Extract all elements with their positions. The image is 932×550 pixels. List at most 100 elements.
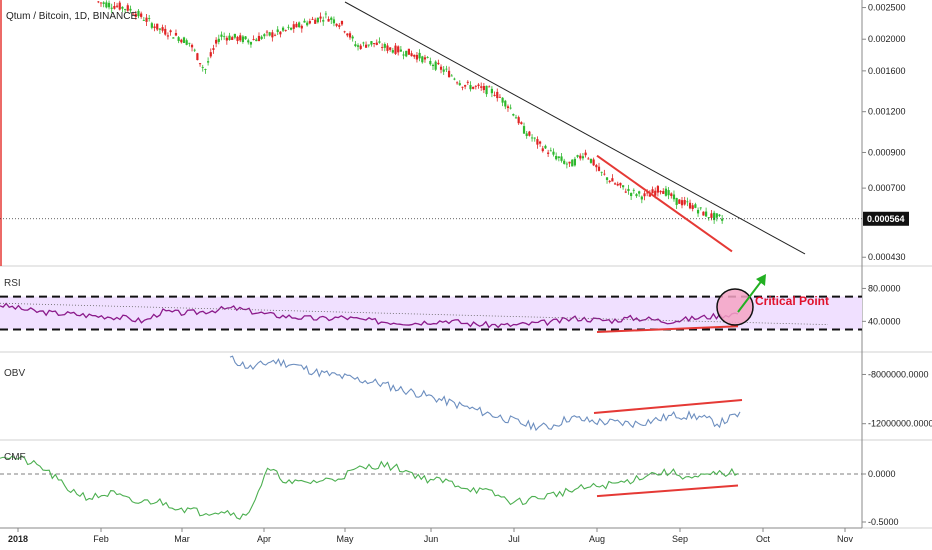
candle xyxy=(447,66,451,78)
candle xyxy=(239,32,242,43)
candle xyxy=(509,104,512,110)
candle xyxy=(121,6,124,13)
price-y-tick-label: 0.000700 xyxy=(868,183,906,193)
candle xyxy=(410,50,413,57)
candle xyxy=(557,156,560,162)
candle xyxy=(348,31,352,40)
candle xyxy=(97,0,100,4)
candle xyxy=(651,186,654,194)
candle xyxy=(209,48,212,59)
candle xyxy=(597,162,601,172)
price-divergence-line xyxy=(596,154,733,253)
candle xyxy=(584,149,587,158)
candle xyxy=(493,91,496,97)
candle xyxy=(335,23,338,28)
candle xyxy=(611,174,614,182)
candle xyxy=(324,11,328,19)
candle xyxy=(198,63,202,67)
candle xyxy=(488,85,491,88)
candle xyxy=(265,30,269,37)
candle xyxy=(581,153,585,161)
candle xyxy=(215,37,218,48)
candle xyxy=(555,152,558,161)
x-tick-label: Oct xyxy=(756,534,771,544)
candle xyxy=(231,35,234,41)
candle xyxy=(201,64,204,72)
candle xyxy=(501,97,504,107)
candle xyxy=(129,5,132,14)
candle xyxy=(273,33,277,37)
candle xyxy=(378,37,381,44)
candle xyxy=(595,163,598,172)
candle xyxy=(624,188,627,194)
candle xyxy=(688,199,692,210)
candle xyxy=(148,15,151,22)
candle xyxy=(169,29,172,36)
candle xyxy=(485,85,488,97)
candle xyxy=(362,41,365,47)
candle xyxy=(340,20,344,26)
candle xyxy=(603,169,606,176)
cmf-pane-label: CMF xyxy=(4,452,26,463)
candle xyxy=(469,81,472,92)
candle xyxy=(672,190,676,202)
candle xyxy=(281,26,285,33)
candle xyxy=(289,27,293,31)
candle xyxy=(372,42,376,48)
candle xyxy=(263,33,266,39)
candle xyxy=(552,148,555,157)
candle xyxy=(504,99,507,110)
chart-title: Qtum / Bitcoin, 1D, BINANCE xyxy=(6,11,137,22)
candle xyxy=(295,21,298,28)
price-y-tick-label: 0.000900 xyxy=(868,147,906,157)
candle xyxy=(190,43,194,52)
candle xyxy=(185,38,188,46)
candle xyxy=(536,136,539,149)
candle xyxy=(153,23,156,32)
candle xyxy=(308,18,311,25)
cmf-y-tick-label: 0.0000 xyxy=(868,469,896,479)
candle xyxy=(316,17,319,24)
candle xyxy=(268,31,271,37)
candles xyxy=(97,0,724,224)
candle xyxy=(549,147,552,152)
candle xyxy=(354,40,357,48)
candle xyxy=(656,185,660,197)
candle xyxy=(573,156,577,167)
candle xyxy=(228,32,231,41)
candle xyxy=(579,153,582,161)
x-tick-label: Jun xyxy=(424,534,439,544)
candle xyxy=(193,48,196,52)
candle xyxy=(592,157,595,167)
candle xyxy=(721,214,724,224)
candle xyxy=(632,188,635,194)
cmf-y-tick-label: -0.5000 xyxy=(868,517,899,527)
cmf-line xyxy=(0,455,739,520)
candle xyxy=(576,154,579,159)
candle xyxy=(115,2,119,8)
obv-y-tick-label: -8000000.0000 xyxy=(868,369,929,379)
candle xyxy=(659,190,662,195)
candle xyxy=(257,32,261,42)
candle xyxy=(621,185,625,190)
candle xyxy=(172,37,175,39)
candle xyxy=(105,0,108,9)
x-tick-label: 2018 xyxy=(8,534,28,544)
candle xyxy=(439,64,443,74)
candle xyxy=(180,38,183,44)
candle xyxy=(713,210,716,224)
obv-pane-label: OBV xyxy=(4,368,25,379)
candle xyxy=(696,207,700,217)
candle xyxy=(453,77,456,81)
candle xyxy=(394,42,397,55)
candle xyxy=(204,68,207,74)
candle xyxy=(260,35,263,40)
candle xyxy=(482,82,485,94)
candle xyxy=(142,16,145,21)
candle xyxy=(691,202,694,212)
critical-point-label: Critical Point xyxy=(755,294,829,308)
candle xyxy=(522,122,526,134)
x-tick-label: Sep xyxy=(672,534,688,544)
candle xyxy=(161,24,164,33)
